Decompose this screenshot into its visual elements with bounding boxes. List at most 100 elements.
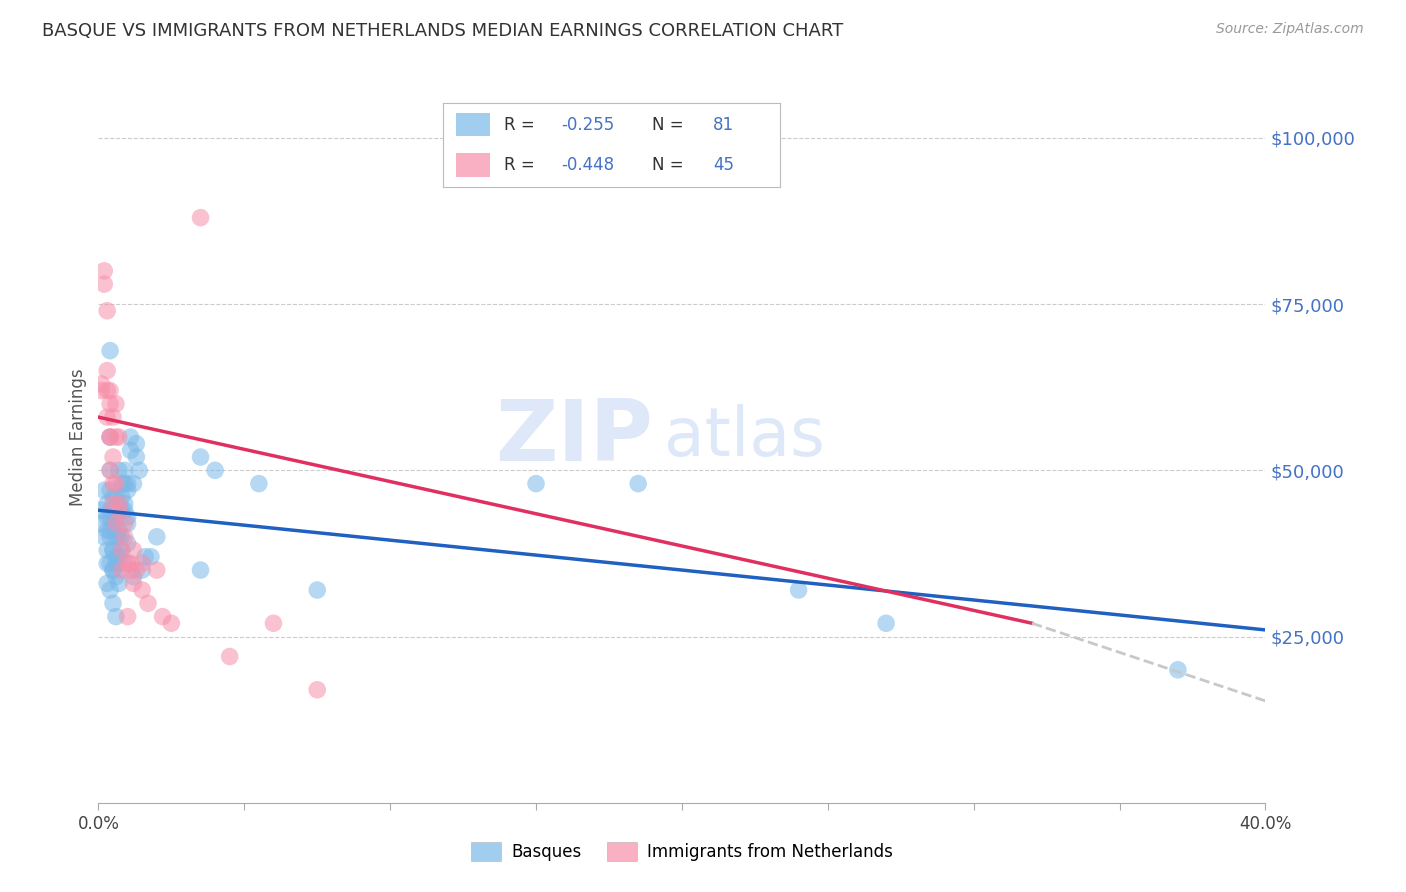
Point (787, 582, 810, 597)
Point (125, 436, 148, 450)
Point (131, 582, 153, 597)
Point (96, 509, 118, 524)
Point (101, 596, 124, 610)
Point (108, 576, 131, 591)
Text: -0.448: -0.448 (561, 156, 614, 174)
Point (111, 543, 134, 558)
Point (190, 211, 212, 225)
Point (111, 530, 134, 544)
Text: 45: 45 (713, 156, 734, 174)
Point (96, 363, 118, 377)
Point (98, 582, 121, 597)
Point (101, 497, 124, 511)
Point (117, 483, 139, 498)
Point (146, 530, 169, 544)
Point (139, 549, 162, 564)
Point (104, 430, 127, 444)
Point (114, 476, 136, 491)
Point (98, 397, 121, 411)
Point (90, 384, 112, 398)
Text: 81: 81 (713, 116, 734, 134)
Point (108, 503, 131, 517)
Point (160, 616, 183, 631)
Point (108, 503, 131, 517)
Point (96, 523, 118, 537)
Point (90, 376, 112, 391)
Point (98, 463, 121, 477)
Point (101, 503, 124, 517)
Point (108, 430, 131, 444)
Point (104, 509, 127, 524)
Text: Source: ZipAtlas.com: Source: ZipAtlas.com (1216, 22, 1364, 37)
Point (98, 384, 121, 398)
Point (96, 410, 118, 425)
Point (146, 563, 169, 577)
Point (104, 549, 127, 564)
Point (108, 523, 131, 537)
Point (262, 616, 284, 631)
Point (875, 616, 897, 631)
Point (96, 497, 118, 511)
Point (134, 549, 156, 564)
Text: BASQUE VS IMMIGRANTS FROM NETHERLANDS MEDIAN EARNINGS CORRELATION CHART: BASQUE VS IMMIGRANTS FROM NETHERLANDS ME… (42, 22, 844, 40)
Point (131, 563, 153, 577)
Point (108, 530, 131, 544)
Point (114, 557, 136, 571)
Point (104, 523, 127, 537)
Point (190, 563, 212, 577)
Bar (457, 153, 491, 178)
Point (98, 463, 121, 477)
Point (114, 463, 136, 477)
Point (114, 497, 136, 511)
Point (104, 530, 127, 544)
Text: atlas: atlas (665, 404, 825, 470)
Text: R =: R = (503, 156, 540, 174)
Point (96, 576, 118, 591)
Point (96, 384, 118, 398)
Point (104, 476, 127, 491)
Point (247, 476, 270, 491)
Legend: Basques, Immigrants from Netherlands: Basques, Immigrants from Netherlands (464, 835, 900, 868)
Point (104, 557, 127, 571)
Point (96, 557, 118, 571)
Point (101, 476, 124, 491)
Y-axis label: Median Earnings: Median Earnings (69, 368, 87, 506)
Point (122, 543, 145, 558)
Point (101, 543, 124, 558)
Point (108, 549, 131, 564)
Point (98, 430, 121, 444)
Point (101, 543, 124, 558)
Point (111, 490, 134, 504)
Point (104, 397, 127, 411)
Point (152, 609, 174, 624)
Point (98, 523, 121, 537)
Bar (457, 112, 491, 136)
Point (307, 682, 329, 697)
Point (98, 430, 121, 444)
Point (104, 509, 127, 524)
Point (93, 483, 115, 498)
Point (111, 503, 134, 517)
Point (96, 303, 118, 318)
Text: -0.255: -0.255 (561, 116, 614, 134)
Point (101, 450, 124, 464)
Point (117, 476, 139, 491)
Point (101, 563, 124, 577)
Point (98, 483, 121, 498)
Point (114, 516, 136, 531)
Point (98, 530, 121, 544)
Point (136, 596, 159, 610)
Point (125, 563, 148, 577)
Point (117, 609, 139, 624)
Point (108, 463, 131, 477)
Point (111, 543, 134, 558)
Point (114, 503, 136, 517)
Point (98, 343, 121, 358)
Point (98, 503, 121, 517)
Point (120, 443, 142, 458)
Point (111, 476, 134, 491)
Point (101, 410, 124, 425)
Point (98, 557, 121, 571)
Point (627, 476, 650, 491)
Point (101, 490, 124, 504)
